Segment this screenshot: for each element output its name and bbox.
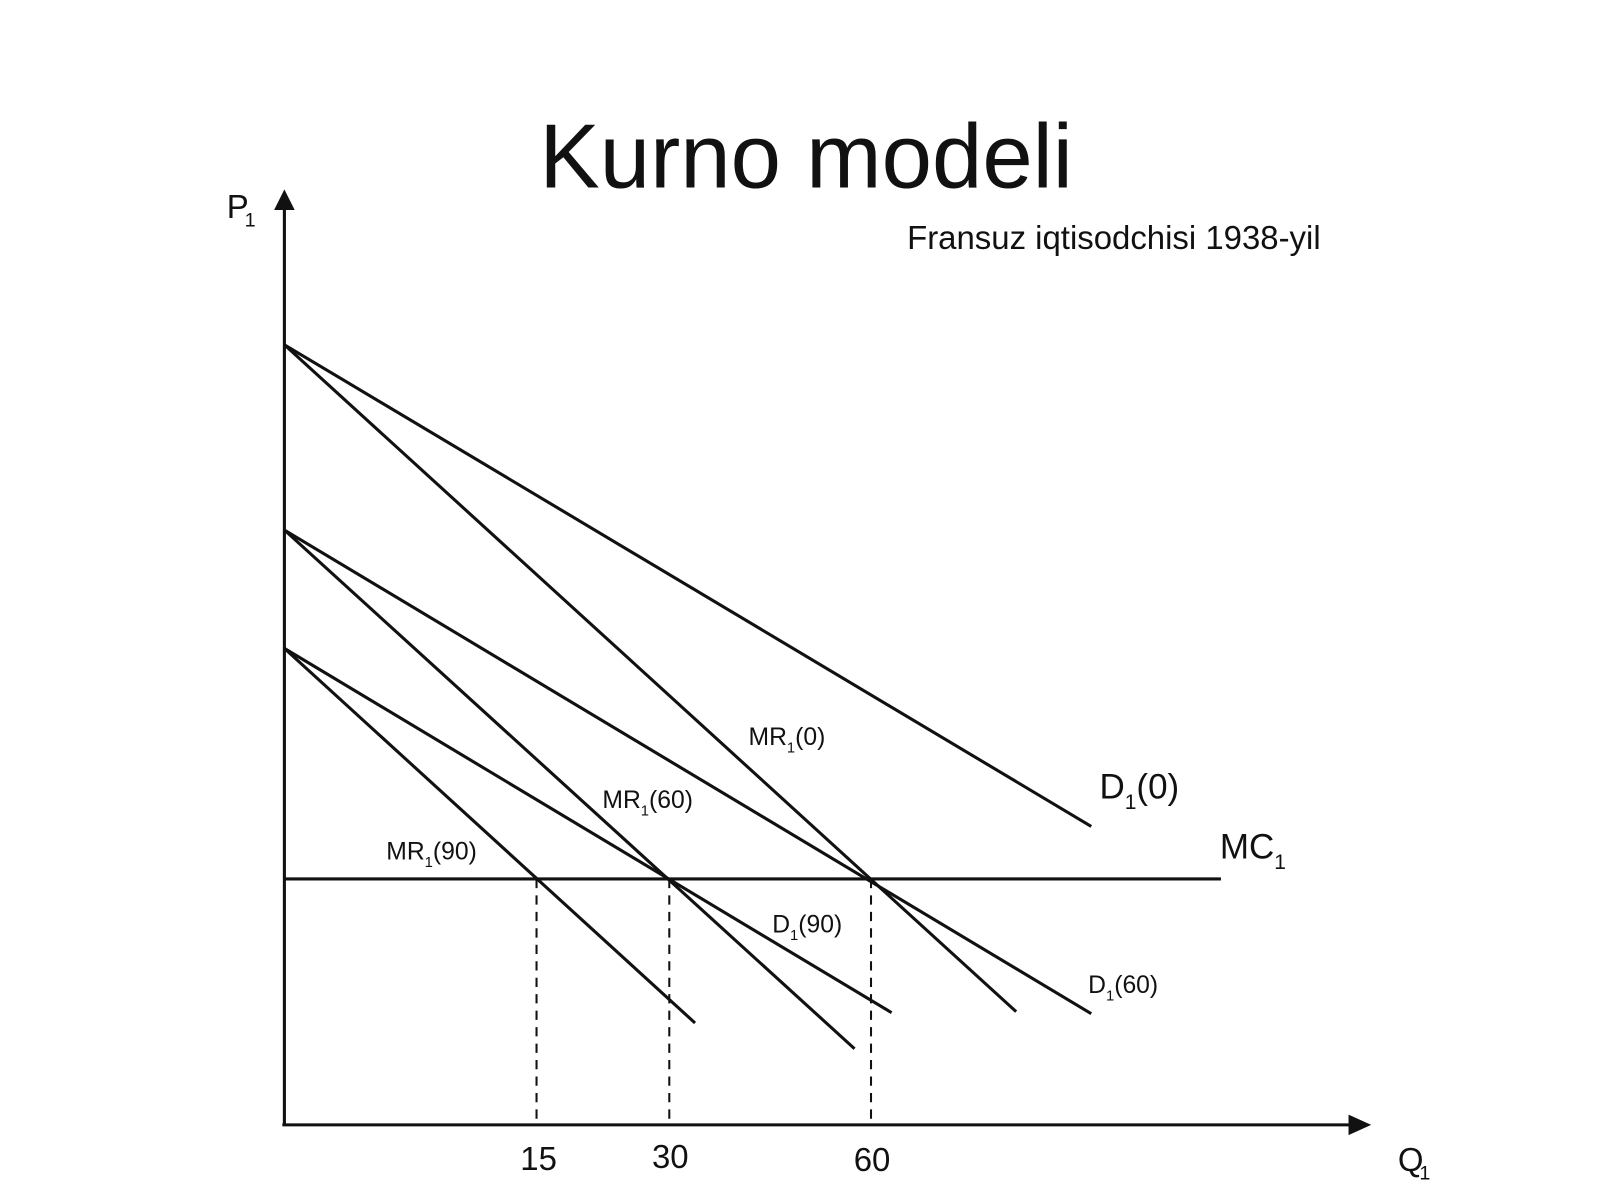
x-arrow bbox=[1348, 1114, 1372, 1136]
label-suffix: (0) bbox=[1136, 768, 1179, 807]
x-axis-label: Q1 bbox=[1398, 1141, 1430, 1184]
x-tick-label: 60 bbox=[854, 1141, 891, 1178]
demand-line bbox=[283, 647, 893, 1015]
label-main: D bbox=[1099, 768, 1124, 807]
label-main: MC bbox=[1220, 827, 1274, 866]
label-main: D bbox=[772, 911, 790, 938]
curve-label: MC1 bbox=[1220, 827, 1286, 873]
label-suffix: (90) bbox=[433, 838, 477, 865]
label-suffix: (60) bbox=[649, 787, 693, 814]
label-sub: 1 bbox=[1419, 1162, 1430, 1184]
label-sub: 1 bbox=[1106, 989, 1114, 1005]
label-suffix: (60) bbox=[1114, 972, 1158, 999]
mr-line bbox=[283, 647, 697, 1025]
curve-label: MR1(90) bbox=[386, 838, 477, 870]
curve-label: D1(90) bbox=[772, 911, 842, 943]
curve-label: D1(60) bbox=[1088, 972, 1158, 1004]
label-main: P bbox=[227, 188, 249, 225]
label-main: Q bbox=[1398, 1141, 1424, 1178]
curve-labels: D1(0)MR1(0)D1(60)MR1(60)D1(90)MR1(90) MC1 bbox=[386, 724, 1286, 1004]
title: Kurno modeli bbox=[539, 106, 1073, 207]
label-main: D bbox=[1088, 972, 1106, 999]
mr-line bbox=[283, 343, 1018, 1013]
label-sub: 1 bbox=[1125, 791, 1137, 814]
demand-line bbox=[283, 343, 1093, 828]
curve-label: MR1(60) bbox=[602, 787, 693, 819]
label-sub: 1 bbox=[425, 855, 433, 871]
label-main: MR bbox=[749, 724, 787, 751]
curve-label: MR1(0) bbox=[749, 724, 826, 756]
label-sub: 1 bbox=[641, 803, 649, 819]
curve-label: D1(0) bbox=[1099, 768, 1179, 814]
label-main: MR bbox=[386, 838, 424, 865]
x-tick-label: 30 bbox=[652, 1138, 689, 1175]
mr-line bbox=[283, 528, 856, 1050]
subtitle: Fransuz iqtisodchisi 1938-yil bbox=[907, 219, 1321, 256]
label-sub: 1 bbox=[245, 209, 256, 231]
label-sub: 1 bbox=[790, 928, 798, 944]
y-axis-label: P1 bbox=[227, 188, 256, 231]
label-main: MR bbox=[602, 787, 640, 814]
demand-line bbox=[283, 528, 1093, 1016]
label-sub: 1 bbox=[1274, 851, 1286, 874]
y-arrow bbox=[274, 189, 295, 210]
label-suffix: (90) bbox=[798, 911, 842, 938]
label-sub: 1 bbox=[787, 741, 795, 757]
label-suffix: (0) bbox=[795, 724, 825, 751]
x-tick-label: 15 bbox=[520, 1140, 557, 1177]
